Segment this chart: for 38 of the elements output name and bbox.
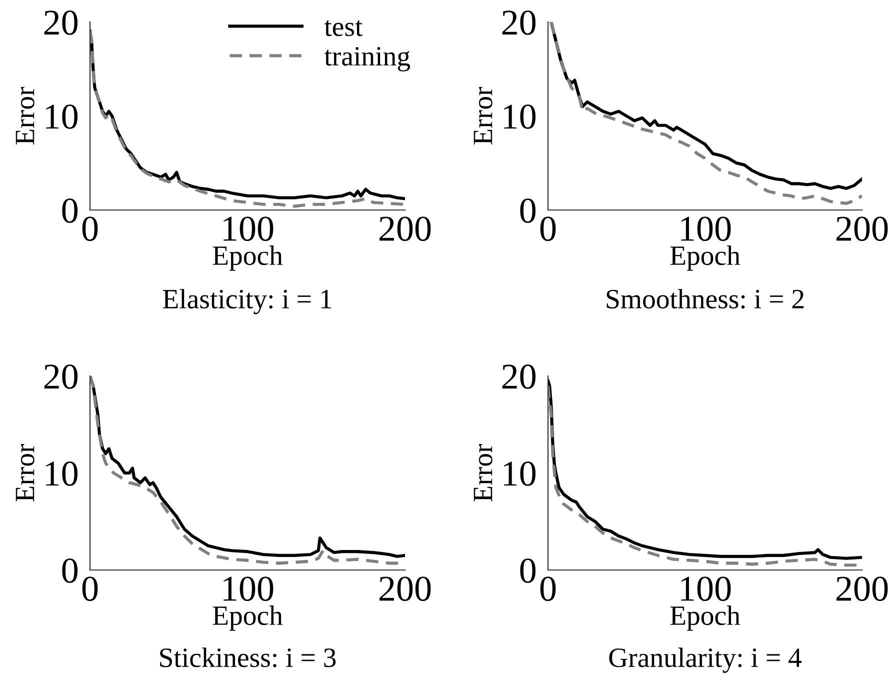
- x-tick-label: 0: [82, 576, 98, 601]
- y-tick-label: 20: [502, 10, 536, 35]
- x-axis-title: Epoch: [212, 246, 283, 271]
- x-tick-label: 100: [224, 576, 274, 601]
- x-tick-label: 200: [380, 576, 431, 601]
- x-tick-label: 200: [380, 216, 431, 241]
- text: Granularity: i = 4: [609, 648, 802, 673]
- text: Smoothness: i = 2: [606, 288, 804, 309]
- text: Elasticity: i = 1: [162, 288, 332, 314]
- y-tick-label: 0: [62, 558, 78, 583]
- y-tick-label: 0: [520, 198, 536, 223]
- y-tick-label: 20: [502, 364, 536, 389]
- y-axis-title: Error: [16, 86, 34, 145]
- x-tick-label: 0: [82, 216, 98, 241]
- y-tick-label: 0: [520, 558, 536, 583]
- y-axis-title: Error: [16, 444, 34, 502]
- y-axis-title: Error: [474, 86, 492, 145]
- legend-label: test: [324, 20, 363, 36]
- x-tick-label: 0: [540, 216, 556, 241]
- x-axis-title: Epoch: [670, 606, 740, 631]
- legend-label: training: [324, 47, 410, 72]
- text: Stickiness: i = 3: [160, 648, 336, 668]
- x-tick-label: 100: [681, 576, 731, 601]
- x-tick-label: 0: [540, 576, 556, 601]
- x-axis-title: Epoch: [212, 606, 283, 631]
- y-tick-label: 20: [44, 10, 78, 35]
- x-axis-title: Epoch: [670, 246, 740, 271]
- y-tick-label: 10: [504, 104, 536, 129]
- x-tick-label: 100: [224, 216, 274, 241]
- y-axis-title: Error: [474, 444, 492, 502]
- y-tick-label: 10: [504, 462, 536, 486]
- x-tick-label: 200: [836, 576, 888, 601]
- y-tick-label: 10: [46, 104, 78, 129]
- y-tick-label: 20: [44, 364, 78, 389]
- y-tick-label: 10: [46, 462, 78, 486]
- x-tick-label: 200: [836, 216, 888, 241]
- y-tick-label: 0: [62, 198, 78, 223]
- x-tick-label: 100: [681, 216, 731, 241]
